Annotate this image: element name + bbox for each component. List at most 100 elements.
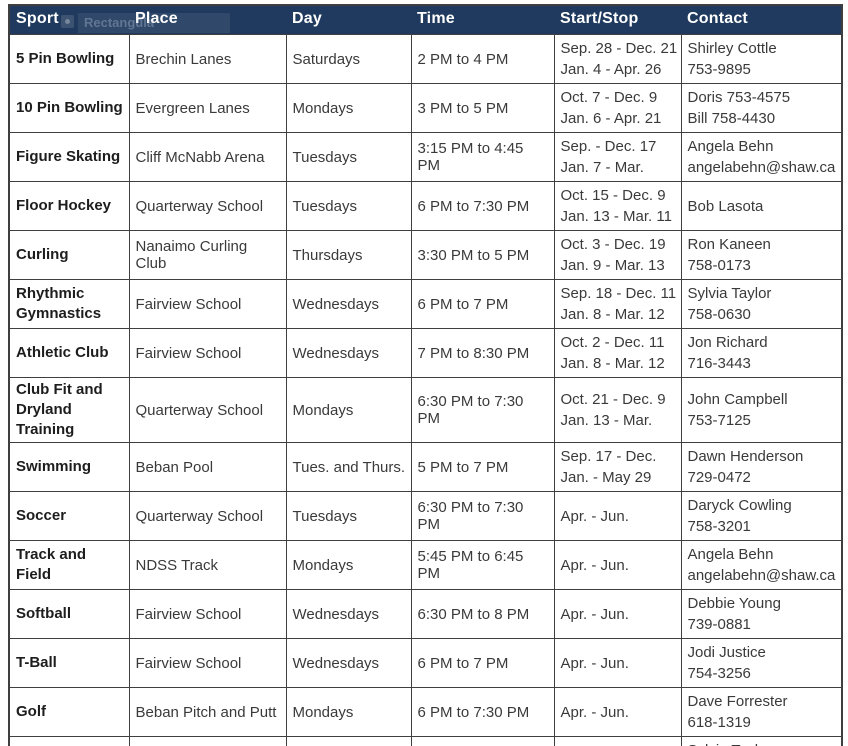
cell-start-stop: Oct. 3 - Dec. 19 Jan. 9 - Mar. 13	[553, 230, 682, 280]
cell-time: 6 PM to 7:30 PM	[410, 687, 555, 737]
cell-time: 6:30 PM to 7:30 PM	[410, 491, 555, 541]
cell-place: Beban Pitch and Putt	[128, 687, 287, 737]
contact-line-1: John Campbell	[687, 391, 788, 408]
contact-line-1: Sylvia Taylor	[688, 740, 838, 746]
cell-start-stop: Sep. 18 - Dec. 11 Jan. 8 - Mar. 12	[553, 279, 682, 329]
cell-day: Mondays	[285, 83, 412, 133]
contact-line-1: Jodi Justice	[687, 644, 766, 661]
col-header-day: Day	[286, 5, 411, 35]
cell-place: Cliff McNabb Arena	[128, 132, 287, 182]
cell-sport: Softball	[8, 589, 130, 639]
cell-place: Quarterway School	[128, 181, 287, 231]
table-row: 5 Pin Bowling Brechin Lanes Saturdays 2 …	[8, 34, 843, 84]
cell-contact: Jon Richard 716-3443	[680, 328, 843, 378]
cell-day: Tuesdays	[285, 132, 412, 182]
col-header-place: Place	[129, 5, 286, 35]
start-stop-line-1: Oct. 7 - Dec. 9	[560, 89, 658, 106]
table-row: Floor Hockey Quarterway School Tuesdays …	[8, 181, 843, 231]
contact-line-1: Angela Behn	[687, 138, 774, 155]
table-row: Track and Field NDSS Track Mondays 5:45 …	[8, 540, 843, 590]
contact-line-1: Daryck Cowling	[687, 497, 792, 514]
start-stop-line-2: Jan. 13 - Mar.	[560, 412, 653, 429]
start-stop-line-2: Jan. 7 - Mar.	[560, 159, 644, 176]
contact-line-1: Sylvia Taylor	[687, 285, 772, 302]
cell-sport: Curling	[8, 230, 130, 280]
cell-place: Evergreen Lanes	[128, 83, 287, 133]
cell-start-stop: Apr. - Jun.	[553, 491, 682, 541]
cell-contact: John Campbell 753-7125	[680, 377, 843, 443]
cell-time: 6 PM to 7:30 PM	[410, 181, 555, 231]
cell-contact: Angela Behn angelabehn@shaw.ca	[680, 540, 843, 590]
cell-contact: Dawn Henderson 729-0472	[680, 442, 843, 492]
cell-contact: Sylvia Taylor 758-0630	[680, 279, 843, 329]
start-stop-line-1: Oct. 2 - Dec. 11	[560, 334, 665, 351]
cell-day: Wednesdays	[285, 589, 412, 639]
annotation-ghost-band	[78, 13, 230, 33]
start-stop-line-2: Jan. - May 29	[560, 469, 652, 486]
cell-start-stop: Apr. - Jun.	[553, 638, 682, 688]
start-stop-line-1: Apr. - Jun.	[560, 703, 629, 721]
cell-sport: 10 Pin Bowling	[8, 83, 130, 133]
cell-time: 6:30 PM to 7:30 PM	[410, 377, 555, 443]
cell-time: 7 PM to 8:30 PM	[410, 328, 555, 378]
cell-sport: Golf	[8, 687, 130, 737]
rectangle-tool-icon	[61, 15, 74, 28]
start-stop-line-1: Oct. 3 - Dec. 19	[560, 236, 666, 253]
table-row: Swimming Beban Pool Tues. and Thurs. 5 P…	[8, 442, 843, 492]
contact-line-2: 753-7125	[687, 412, 751, 429]
cell-day: Tuesdays	[285, 491, 412, 541]
cell-start-stop: Sep. - Dec. 17 Jan. 7 - Mar.	[553, 132, 682, 182]
start-stop-line-1: Oct. 15 - Dec. 9	[560, 187, 666, 204]
start-stop-line-2: Jan. 8 - Mar. 12	[560, 355, 665, 372]
cell-start-stop: Apr. - Jun.	[553, 687, 682, 737]
cell-place: Quarterway School	[128, 377, 287, 443]
cell-start-stop: Oct. 7 - Dec. 9 Jan. 6 - Apr. 21	[553, 83, 682, 133]
cell-sport: Bocce	[8, 736, 130, 746]
start-stop-line-1: Sep. - Dec. 17	[560, 138, 657, 155]
cell-time: 5 PM to 7 PM	[410, 442, 555, 492]
rectangle-tool-label: Rectangula	[84, 15, 155, 30]
cell-sport: Floor Hockey	[8, 181, 130, 231]
start-stop-line-2: Jan. 6 - Apr. 21	[560, 110, 662, 127]
cell-sport: Track and Field	[8, 540, 130, 590]
cell-contact: Jodi Justice 754-3256	[680, 638, 843, 688]
cell-contact: Shirley Cottle 753-9895	[680, 34, 843, 84]
contact-line-2: 758-3201	[687, 518, 751, 535]
cell-sport: Club Fit and Dryland Training	[8, 377, 130, 443]
col-header-start-stop: Start/Stop	[554, 5, 681, 35]
cell-contact: Daryck Cowling 758-3201	[680, 491, 843, 541]
contact-line-2: angelabehn@shaw.ca	[687, 159, 836, 176]
cell-start-stop: May	[553, 736, 682, 746]
cell-day: Tues. and Thurs.	[285, 442, 412, 492]
start-stop-line-1: Sep. 18 - Dec. 11	[560, 285, 677, 302]
cell-day: Wednesdays	[285, 638, 412, 688]
contact-line-1: Ron Kaneen	[687, 236, 771, 253]
cell-start-stop: Sep. 28 - Dec. 21 Jan. 4 - Apr. 26	[553, 34, 682, 84]
cell-day: Wednesdays	[285, 328, 412, 378]
contact-line-1: Dawn Henderson	[687, 448, 804, 465]
start-stop-line-1: Apr. - Jun.	[560, 556, 629, 574]
contact-line-2: 729-0472	[687, 469, 751, 486]
cell-time: 3 PM to 5 PM	[410, 83, 555, 133]
cell-day: Saturdays	[285, 34, 412, 84]
cell-day: Tuesdays	[285, 181, 412, 231]
col-header-time: Time	[411, 5, 554, 35]
cell-contact: Bob Lasota	[680, 181, 843, 231]
cell-sport: 5 Pin Bowling	[8, 34, 130, 84]
table-row: 10 Pin Bowling Evergreen Lanes Mondays 3…	[8, 83, 843, 133]
sports-schedule-table: Sport Place Day Time Start/Stop Contact …	[8, 4, 843, 746]
cell-time: 5:30 PM to 6:30 PM	[410, 736, 555, 746]
contact-line-1: Debbie Young	[687, 595, 781, 612]
table-row: Curling Nanaimo Curling Club Thursdays 3…	[8, 230, 843, 280]
cell-place: Fairview School	[128, 279, 287, 329]
cell-day: Tuesdays	[285, 736, 412, 746]
cell-day: Mondays	[285, 687, 412, 737]
col-header-sport: Sport	[9, 5, 129, 35]
cell-time: 5:45 PM to 6:45 PM	[410, 540, 555, 590]
cell-contact: Dave Forrester 618-1319	[680, 687, 843, 737]
table-body: 5 Pin Bowling Brechin Lanes Saturdays 2 …	[8, 34, 843, 746]
start-stop-line-1: Sep. 17 - Dec.	[560, 448, 657, 465]
contact-line-2: Bill 758-4430	[687, 110, 776, 127]
cell-place: Nanaimo Curling Club	[128, 230, 287, 280]
